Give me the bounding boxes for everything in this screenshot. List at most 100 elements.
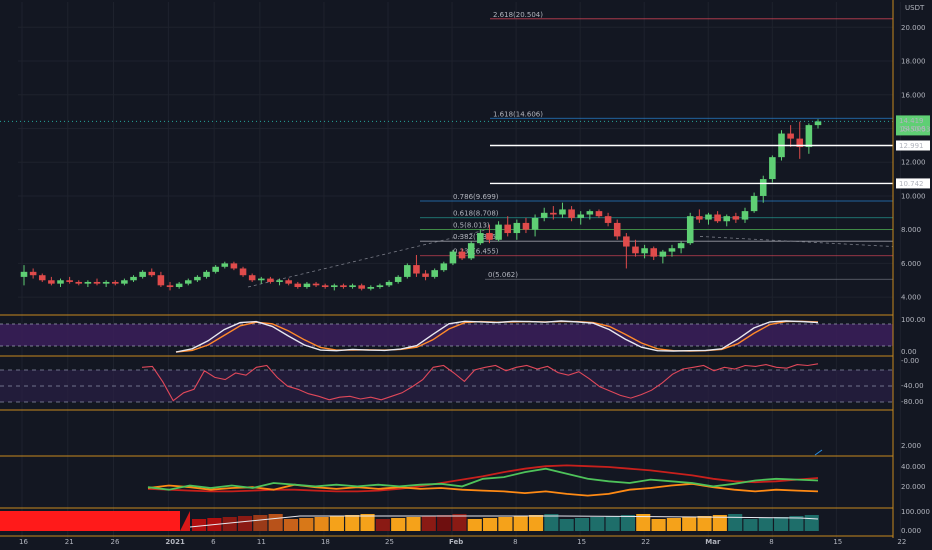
candle-body <box>404 265 411 277</box>
candle-body <box>267 278 274 282</box>
candle-body <box>285 280 292 284</box>
candle-body <box>577 214 584 218</box>
hist-bar <box>789 516 804 531</box>
fib-label: 0.382(7.316) <box>453 233 499 241</box>
hist-bar <box>345 515 360 531</box>
candle-body <box>540 212 548 218</box>
hist-bar <box>804 515 819 531</box>
candle-body <box>559 209 566 215</box>
candle-body <box>212 266 219 272</box>
y-tick-label: 16.000 <box>901 91 926 99</box>
candle-body <box>686 216 694 244</box>
fib-label: 0.236(6.455) <box>453 248 499 256</box>
candle-body <box>422 273 429 277</box>
candle-body <box>769 157 776 180</box>
hist-axis-label: 100.000 <box>901 508 930 516</box>
fib-label: 0(5.062) <box>488 271 518 279</box>
blank-mark <box>814 449 823 456</box>
williams-axis-label: -80.00 <box>901 398 924 406</box>
candle-body <box>38 275 46 281</box>
trend-line <box>247 229 488 288</box>
candle-body <box>632 246 639 254</box>
candle-body <box>203 271 210 277</box>
candle-body <box>504 224 511 234</box>
hist-bar <box>590 517 605 531</box>
hist-bar <box>559 519 574 531</box>
candle-body <box>312 283 320 286</box>
hist-bar <box>237 516 253 531</box>
fib-label: 1.618(14.606) <box>493 110 543 118</box>
x-tick-label: 21 <box>65 538 74 546</box>
fib-label: 0.5(8.013) <box>453 221 490 229</box>
x-tick-label: 25 <box>385 538 394 546</box>
candle-body <box>349 285 356 288</box>
candle-body <box>230 263 238 269</box>
hist-bar <box>283 519 299 531</box>
candle-body <box>568 209 575 218</box>
candle-body <box>111 281 119 284</box>
williams-axis-label: -0.00 <box>901 357 919 365</box>
candle-body <box>184 280 192 284</box>
candle-body <box>66 280 73 282</box>
candle-body <box>93 281 101 284</box>
candle-body <box>303 283 311 288</box>
hist-bar <box>329 516 344 531</box>
price-axis[interactable]: USDT 20.000 18.000 16.000 14.000 12.000 10.00… <box>892 0 926 538</box>
candle-body <box>431 270 438 277</box>
y-tick-label: 20.000 <box>901 24 926 32</box>
y-tick-label: 12.000 <box>901 159 926 167</box>
hist-bar <box>375 519 390 531</box>
candle-body <box>367 287 375 289</box>
last-price-tag <box>896 115 930 136</box>
hist-bar <box>544 514 559 531</box>
candle-body <box>513 222 521 234</box>
candle-body <box>550 212 557 215</box>
candle-body <box>486 233 493 240</box>
y-tick-label: 6.000 <box>901 260 921 268</box>
candles[interactable] <box>20 119 822 291</box>
candle-body <box>741 211 749 220</box>
candle-body <box>57 280 64 284</box>
candle-body <box>248 275 256 281</box>
level-tag <box>896 140 930 151</box>
candle-body <box>458 251 466 259</box>
x-tick-label: 15 <box>577 538 586 546</box>
x-tick-label: 18 <box>321 538 330 546</box>
candle-body <box>29 271 37 276</box>
hist-bar <box>513 516 528 531</box>
hist-bar <box>712 515 727 531</box>
candle-body <box>613 222 621 237</box>
y-tick-label: 10.000 <box>901 192 926 200</box>
candle-body <box>102 281 110 284</box>
candle-body <box>258 278 265 281</box>
currency-label: USDT <box>905 4 925 12</box>
candle-body <box>750 195 758 212</box>
time-axis[interactable]: 16 21 26 2021 6 11 18 25 Feb 8 15 22 Mar 8 15 22 <box>19 538 906 546</box>
candle-body <box>714 214 721 222</box>
hist-bar <box>253 515 268 531</box>
hist-bar <box>682 517 697 531</box>
stoch-k-line <box>175 320 819 353</box>
countdown-text: 15:50:53 <box>899 125 930 133</box>
adx-line <box>147 464 819 493</box>
candle-body <box>130 276 137 281</box>
hist-bar <box>528 515 544 531</box>
x-tick-label: Feb <box>449 538 463 546</box>
hist-bar <box>728 514 743 531</box>
hist-bar <box>498 517 513 531</box>
candle-body <box>677 243 685 249</box>
candle-body <box>531 217 539 230</box>
grid-lines <box>18 2 901 538</box>
y-tick-label: 8.000 <box>901 226 921 234</box>
williams-line <box>141 363 819 402</box>
hist-bar <box>774 517 789 531</box>
hist-signal-line <box>189 515 819 528</box>
williams-band <box>0 370 893 402</box>
hist-bar <box>483 518 498 531</box>
hist-bar <box>467 519 482 531</box>
hist-bar <box>406 517 421 531</box>
candle-body <box>814 121 822 126</box>
y-tick-label: 14.000 <box>901 125 926 133</box>
hist-bar <box>222 517 237 531</box>
